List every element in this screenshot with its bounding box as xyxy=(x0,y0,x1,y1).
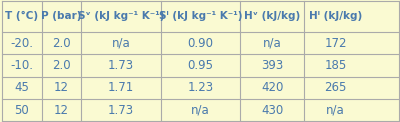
Text: 393: 393 xyxy=(261,59,283,72)
Text: 1.71: 1.71 xyxy=(108,81,134,94)
Text: P (bar): P (bar) xyxy=(41,11,82,21)
Text: 2.0: 2.0 xyxy=(52,37,71,50)
Text: 1.73: 1.73 xyxy=(108,104,134,117)
Text: Sᵛ (kJ kg⁻¹ K⁻¹): Sᵛ (kJ kg⁻¹ K⁻¹) xyxy=(78,11,164,21)
Text: 2.0: 2.0 xyxy=(52,59,71,72)
Text: 420: 420 xyxy=(261,81,283,94)
Text: -20.: -20. xyxy=(10,37,33,50)
Text: 265: 265 xyxy=(324,81,347,94)
Text: n/a: n/a xyxy=(112,37,130,50)
Text: T (°C): T (°C) xyxy=(5,11,38,21)
Text: 0.90: 0.90 xyxy=(188,37,214,50)
Text: 12: 12 xyxy=(54,104,69,117)
Text: Hˡ (kJ/kg): Hˡ (kJ/kg) xyxy=(309,11,362,21)
Text: 0.95: 0.95 xyxy=(188,59,214,72)
Text: 185: 185 xyxy=(324,59,347,72)
FancyBboxPatch shape xyxy=(2,99,399,121)
Text: Sˡ (kJ kg⁻¹ K⁻¹): Sˡ (kJ kg⁻¹ K⁻¹) xyxy=(159,11,242,21)
Text: -10.: -10. xyxy=(10,59,33,72)
FancyBboxPatch shape xyxy=(2,54,399,77)
Text: 45: 45 xyxy=(14,81,29,94)
Text: 12: 12 xyxy=(54,81,69,94)
Text: 1.73: 1.73 xyxy=(108,59,134,72)
Text: n/a: n/a xyxy=(326,104,345,117)
Text: n/a: n/a xyxy=(191,104,210,117)
FancyBboxPatch shape xyxy=(2,1,399,32)
Text: 1.23: 1.23 xyxy=(188,81,214,94)
Text: 430: 430 xyxy=(261,104,283,117)
Text: Hᵛ (kJ/kg): Hᵛ (kJ/kg) xyxy=(244,11,300,21)
FancyBboxPatch shape xyxy=(2,32,399,54)
Text: n/a: n/a xyxy=(263,37,282,50)
Text: 50: 50 xyxy=(14,104,29,117)
Text: 172: 172 xyxy=(324,37,347,50)
FancyBboxPatch shape xyxy=(2,77,399,99)
